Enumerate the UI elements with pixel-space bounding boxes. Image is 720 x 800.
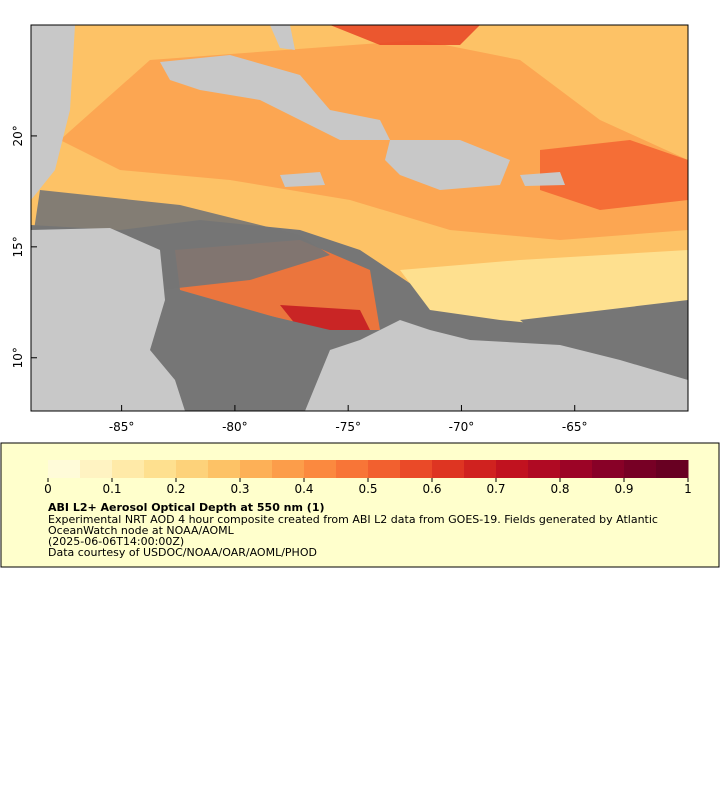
y-tick-label: 20° xyxy=(11,125,25,146)
colorbar-tick-label: 0.5 xyxy=(358,482,377,496)
colorbar-segment xyxy=(528,460,561,478)
y-tick-label: 15° xyxy=(11,236,25,257)
map-raster xyxy=(31,25,688,411)
colorbar-tick-label: 0.1 xyxy=(102,482,121,496)
y-tick-label: 10° xyxy=(11,347,25,368)
colorbar-tick-label: 0.2 xyxy=(166,482,185,496)
legend-line: (2025-06-06T14:00:00Z) xyxy=(48,535,184,548)
no-data-area xyxy=(520,300,688,360)
aerosol-field xyxy=(540,140,688,210)
aerosol-field xyxy=(330,25,480,45)
legend-line: OceanWatch node at NOAA/AOML xyxy=(48,524,235,537)
legend-title: ABI L2+ Aerosol Optical Depth at 550 nm … xyxy=(48,501,325,514)
colorbar-segment xyxy=(464,460,497,478)
colorbar-segment xyxy=(336,460,369,478)
colorbar: 0 0.1 0.2 0.3 0.4 0.5 0.6 0.7 0.8 0.9 1 xyxy=(44,460,692,496)
axes: -85° -80° -75° -70° -65° 10° 15° 20° xyxy=(11,125,588,434)
land-central-america xyxy=(31,228,185,411)
x-tick-label: -80° xyxy=(222,420,248,434)
colorbar-tick-label: 0 xyxy=(44,482,52,496)
colorbar-segment xyxy=(400,460,433,478)
colorbar-tick-label: 0.7 xyxy=(486,482,505,496)
colorbar-tick-label: 0.6 xyxy=(422,482,441,496)
colorbar-segment xyxy=(272,460,305,478)
legend-line: Experimental NRT AOD 4 hour composite cr… xyxy=(48,513,658,526)
colorbar-segment xyxy=(112,460,145,478)
land-jamaica xyxy=(280,172,325,187)
colorbar-segment xyxy=(656,460,689,478)
colorbar-segment xyxy=(144,460,177,478)
colorbar-segment xyxy=(176,460,209,478)
colorbar-segment xyxy=(304,460,337,478)
x-tick-label: -70° xyxy=(449,420,475,434)
land-cuba xyxy=(160,55,390,140)
colorbar-segment xyxy=(208,460,241,478)
map-frame xyxy=(30,24,689,412)
colorbar-segment xyxy=(560,460,593,478)
land-yucatan xyxy=(31,25,75,200)
land-bahamas xyxy=(270,25,295,50)
colorbar-segment xyxy=(432,460,465,478)
colorbar-segment xyxy=(240,460,273,478)
land-south-america xyxy=(305,320,688,411)
land-hispaniola xyxy=(385,140,510,190)
x-tick-label: -85° xyxy=(109,420,135,434)
colorbar-segment xyxy=(592,460,625,478)
colorbar-segment xyxy=(368,460,401,478)
no-data-area xyxy=(31,190,330,290)
colorbar-segment xyxy=(80,460,113,478)
colorbar-tick-label: 0.3 xyxy=(230,482,249,496)
colorbar-segment xyxy=(624,460,657,478)
colorbar-segment xyxy=(496,460,529,478)
colorbar-segment xyxy=(48,460,81,478)
colorbar-tick-label: 0.4 xyxy=(294,482,313,496)
colorbar-tick-label: 0.8 xyxy=(550,482,569,496)
x-tick-label: -75° xyxy=(335,420,361,434)
legend-line: Data courtesy of USDOC/NOAA/OAR/AOML/PHO… xyxy=(48,546,317,559)
land-puerto-rico xyxy=(520,172,565,186)
colorbar-tick-label: 1 xyxy=(684,482,692,496)
x-tick-label: -65° xyxy=(562,420,588,434)
colorbar-tick-label: 0.9 xyxy=(614,482,633,496)
